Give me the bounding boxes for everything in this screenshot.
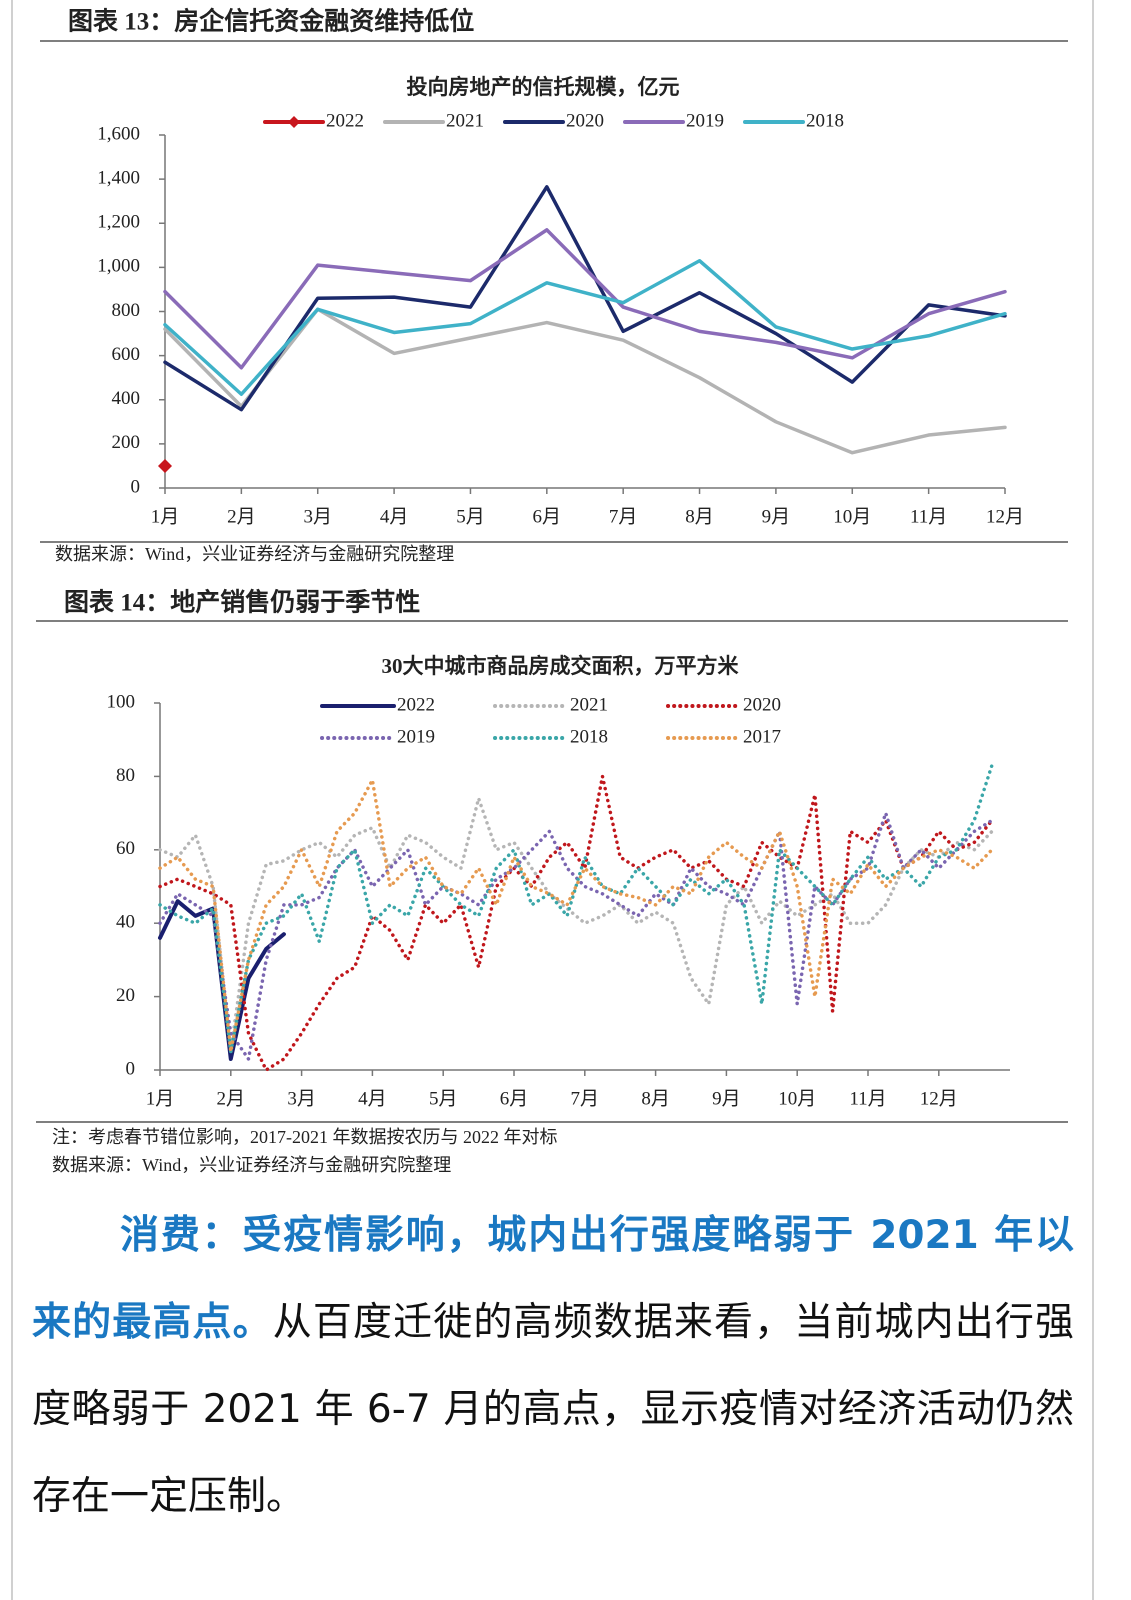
legend-label: 2020 bbox=[743, 694, 781, 715]
x-tick-label: 10月 bbox=[778, 1088, 816, 1109]
y-tick-label: 1,200 bbox=[97, 212, 140, 233]
x-tick-label: 8月 bbox=[641, 1088, 670, 1109]
series-line bbox=[158, 778, 994, 1054]
x-tick-label: 9月 bbox=[762, 506, 791, 527]
x-tick-label: 3月 bbox=[287, 1088, 316, 1109]
x-tick-label: 3月 bbox=[303, 506, 332, 527]
body-text: 从百度迁徙的高频数据来看，当前城内出行强度略弱于 2021 年 6-7 月的高点… bbox=[32, 1300, 1074, 1519]
x-tick-label: 12月 bbox=[920, 1088, 958, 1109]
x-tick-label: 10月 bbox=[833, 506, 871, 527]
x-tick-label: 1月 bbox=[151, 506, 180, 527]
y-tick-label: 800 bbox=[112, 300, 141, 321]
series-line bbox=[158, 763, 994, 1054]
y-tick-label: 0 bbox=[131, 476, 141, 497]
x-tick-label: 2月 bbox=[227, 506, 256, 527]
legend-label: 2022 bbox=[397, 694, 435, 715]
x-tick-label: 4月 bbox=[358, 1088, 387, 1109]
data-point bbox=[158, 458, 172, 473]
y-tick-label: 80 bbox=[116, 765, 135, 786]
legend-label: 2021 bbox=[446, 110, 484, 131]
legend-label: 2018 bbox=[806, 110, 844, 131]
x-tick-label: 7月 bbox=[571, 1088, 600, 1109]
legend-label: 2019 bbox=[686, 110, 724, 131]
x-tick-label: 7月 bbox=[609, 506, 638, 527]
y-tick-label: 1,600 bbox=[97, 123, 140, 144]
x-tick-label: 6月 bbox=[533, 506, 562, 527]
x-tick-label: 4月 bbox=[380, 506, 409, 527]
chart-title: 投向房地产的信托规模，亿元 bbox=[407, 75, 680, 99]
y-tick-label: 40 bbox=[116, 912, 135, 933]
legend-label: 2017 bbox=[743, 726, 781, 747]
x-tick-label: 5月 bbox=[456, 506, 485, 527]
legend-label: 2019 bbox=[397, 726, 435, 747]
legend-marker bbox=[288, 116, 300, 128]
note: 注：考虑春节错位影响，2017-2021 年数据按农历与 2022 年对标 bbox=[52, 1127, 558, 1147]
y-tick-label: 20 bbox=[116, 985, 135, 1006]
x-tick-label: 2月 bbox=[217, 1088, 246, 1109]
x-tick-label: 11月 bbox=[910, 506, 947, 527]
legend-label: 2022 bbox=[326, 110, 364, 131]
series-line bbox=[158, 796, 994, 1054]
x-tick-label: 8月 bbox=[685, 506, 714, 527]
paragraph: 消费：受疫情影响，城内出行强度略弱于 2021 年以来的最高点。从百度迁徙的高频… bbox=[32, 1192, 1074, 1540]
series-line bbox=[163, 259, 1007, 396]
legend-label: 2020 bbox=[566, 110, 604, 131]
legend-label: 2021 bbox=[570, 694, 608, 715]
y-tick-label: 0 bbox=[126, 1058, 136, 1079]
chart-title: 30大中城市商品房成交面积，万平方米 bbox=[382, 654, 740, 678]
series-line bbox=[163, 228, 1007, 370]
y-tick-label: 600 bbox=[112, 344, 141, 365]
figure-caption: 图表 13：房企信托资金融资维持低位 bbox=[68, 7, 474, 36]
figure-caption: 图表 14：地产销售仍弱于季节性 bbox=[64, 588, 420, 617]
x-tick-label: 9月 bbox=[712, 1088, 741, 1109]
series-line bbox=[163, 185, 1007, 412]
series-line bbox=[158, 811, 994, 1061]
y-tick-label: 400 bbox=[112, 388, 141, 409]
source: 数据来源：Wind，兴业证券经济与金融研究院整理 bbox=[52, 1155, 451, 1175]
legend-label: 2018 bbox=[570, 726, 608, 747]
y-tick-label: 200 bbox=[112, 432, 141, 453]
x-tick-label: 1月 bbox=[146, 1088, 175, 1109]
lead-text: 消费：受疫情影响，城内出行强度略弱于 2021 年以来的最高点。 bbox=[32, 1213, 1074, 1345]
y-tick-label: 1,000 bbox=[97, 256, 140, 277]
source: 数据来源：Wind，兴业证券经济与金融研究院整理 bbox=[55, 544, 454, 564]
y-tick-label: 60 bbox=[116, 838, 135, 859]
y-tick-label: 100 bbox=[107, 691, 136, 712]
x-tick-label: 5月 bbox=[429, 1088, 458, 1109]
series-line bbox=[163, 307, 1007, 455]
x-tick-label: 12月 bbox=[986, 506, 1024, 527]
y-tick-label: 1,400 bbox=[97, 167, 140, 188]
x-tick-label: 6月 bbox=[500, 1088, 529, 1109]
x-tick-label: 11月 bbox=[849, 1088, 886, 1109]
series-line bbox=[158, 774, 994, 1072]
